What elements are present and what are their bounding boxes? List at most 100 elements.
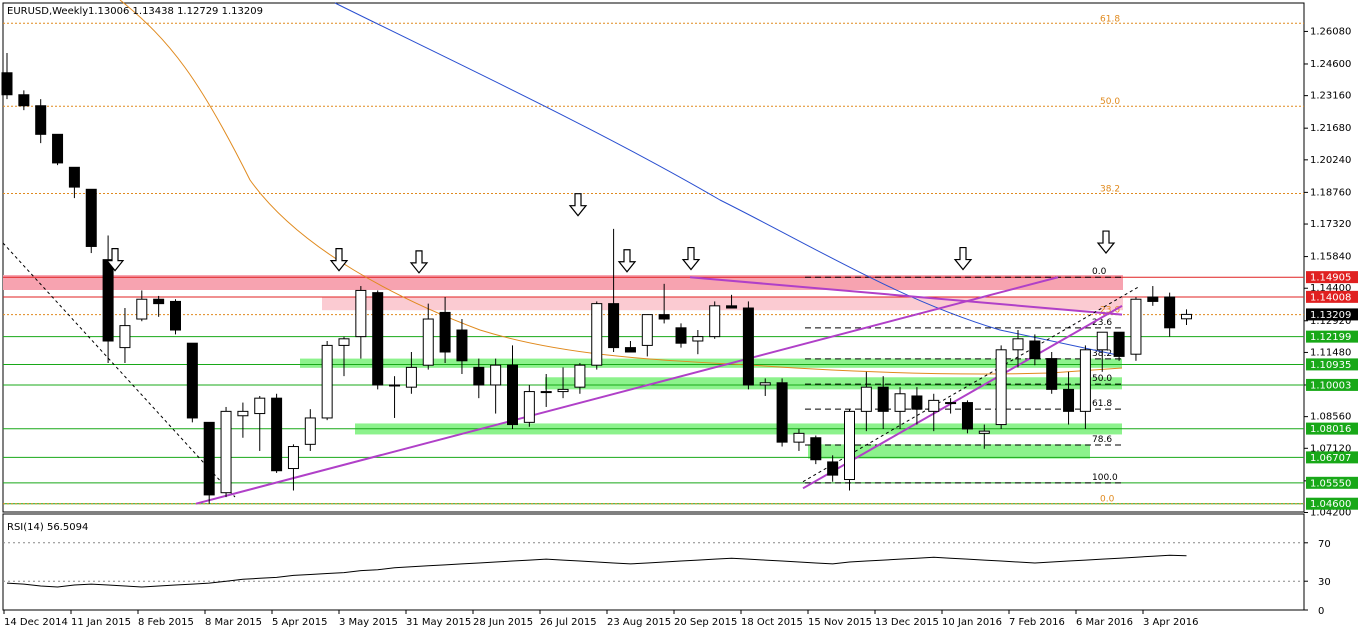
candle-bullish: [692, 336, 704, 342]
price-tick-label: 1.12920: [1310, 316, 1351, 327]
candle-bearish: [102, 259, 114, 342]
time-tick-label: 8 Feb 2015: [138, 617, 194, 628]
candle-bearish: [608, 303, 620, 349]
time-tick-label: 31 May 2015: [406, 617, 471, 628]
price-tag-label: 1.05550: [1310, 478, 1351, 489]
time-tick-label: 23 Aug 2015: [607, 617, 671, 628]
price-tag-label: 1.08016: [1310, 424, 1351, 435]
fibonacci-levels: 61.850.038.223.60.00.023.638.250.061.878…: [3, 14, 1304, 505]
price-tick-label: 1.23160: [1310, 91, 1351, 102]
candle-bullish: [641, 314, 653, 346]
candle-bullish: [220, 410, 232, 494]
fib-minor-label: 61.8: [1092, 399, 1112, 409]
chart-header-ohlc: 1.13006 1.13438 1.12729 1.13209: [88, 6, 263, 17]
candle-bearish: [877, 386, 889, 412]
down-arrow-icon: [105, 248, 125, 272]
price-tick-label: 1.11480: [1310, 347, 1351, 358]
time-tick-label: 18 Oct 2015: [741, 617, 803, 628]
price-tag: [1306, 476, 1358, 489]
fib-minor-label: 0.0: [1092, 267, 1107, 277]
candle-bullish: [321, 344, 333, 419]
price-tags: 1.14905 1.14008 1.13209 1.12199 1.10935 1.100…: [1306, 271, 1358, 510]
price-tick-label: 1.26080: [1310, 26, 1351, 37]
price-tag-label: 1.04600: [1310, 499, 1351, 510]
candle-bullish: [254, 397, 266, 415]
candle-bearish: [624, 347, 636, 353]
time-tick-label: 6 Mar 2016: [1076, 617, 1133, 628]
candle-bullish: [119, 325, 131, 349]
candle-bearish: [1046, 358, 1058, 390]
time-tick-label: 14 Dec 2014: [4, 617, 68, 628]
fib-minor-label: 100.0: [1092, 473, 1118, 483]
time-tick-label: 7 Feb 2016: [1009, 617, 1065, 628]
fib-minor-label: 23.6: [1092, 318, 1112, 328]
candle-bearish: [170, 300, 181, 331]
candle-bearish: [1147, 296, 1159, 302]
candle-bullish: [1079, 349, 1091, 412]
time-tick-label: 8 Mar 2015: [205, 617, 262, 628]
down-arrow-icon: [953, 246, 973, 271]
fib-major-label: 61.8: [1100, 14, 1120, 24]
rsi-tick-label: 0: [1318, 606, 1324, 617]
price-tag: [1306, 497, 1358, 510]
price-tag: [1306, 271, 1358, 284]
price-tick-label: 1.15840: [1310, 252, 1351, 263]
rsi-line: [6, 554, 1187, 588]
time-tick-label: 15 Nov 2015: [808, 617, 872, 628]
down-arrow-icon: [329, 248, 349, 272]
time-tick-label: 10 Jan 2016: [942, 617, 1002, 628]
down-arrow-icon: [1096, 230, 1116, 255]
time-tick-label: 3 Apr 2016: [1143, 617, 1198, 628]
price-tag-label: 1.06707: [1310, 453, 1351, 464]
candle-bearish: [153, 298, 165, 305]
time-tick-label: 13 Dec 2015: [875, 617, 939, 628]
price-tag: [1306, 308, 1358, 321]
candle-bullish: [1130, 298, 1142, 355]
resistance-zone: [3, 275, 1123, 290]
candle-bullish: [405, 366, 417, 388]
fib-minor-label: 78.6: [1092, 435, 1112, 445]
time-axis: 14 Dec 2014 11 Jan 2015 8 Feb 2015 8 Mar 20…: [3, 610, 1198, 628]
rsi-tick-label: 70: [1318, 539, 1331, 550]
candle-bearish: [85, 188, 97, 247]
candle-bullish: [237, 410, 249, 417]
candle-bullish: [894, 393, 906, 412]
candle-bullish: [978, 430, 990, 434]
down-arrow-icon: [617, 249, 637, 273]
candle-bullish: [709, 305, 721, 338]
candle-bullish: [338, 338, 350, 346]
trend-line-dotted-up: [802, 285, 1141, 483]
price-tick-label: 1.14400: [1310, 283, 1351, 294]
candle-bearish: [18, 94, 30, 107]
price-tick-label: 1.18760: [1310, 187, 1351, 198]
candle-bearish: [776, 382, 788, 443]
candle-bullish: [389, 384, 401, 387]
candle-bullish: [945, 402, 957, 405]
candle-bullish: [304, 417, 316, 445]
resistance-zone-lower: [322, 297, 1123, 311]
price-tick-label: 1.04200: [1310, 508, 1351, 519]
rsi-header-label: RSI(14) 56.5094: [7, 522, 88, 533]
price-tick-label: 1.07120: [1310, 443, 1351, 454]
swing-arrows: [105, 193, 1116, 274]
price-tag: [1306, 422, 1358, 435]
time-tick-label: 11 Jan 2015: [71, 617, 131, 628]
candle-bearish: [675, 327, 687, 344]
candle-bullish: [422, 318, 434, 366]
candle-bullish: [557, 388, 569, 393]
price-panel-frame: [2, 2, 1305, 513]
price-tick-label: 1.24600: [1310, 59, 1351, 70]
candle-bearish: [473, 366, 485, 386]
candle-bearish: [1164, 296, 1176, 329]
candle-bullish: [540, 391, 552, 394]
rsi-tick-label: 30: [1318, 577, 1331, 588]
candle-bearish: [203, 421, 215, 496]
chart-header-symbol: EURUSD,Weekly: [7, 6, 88, 17]
trend-line-channel: [802, 304, 1123, 490]
price-tag: [1306, 451, 1358, 464]
price-tag-label: 1.12199: [1310, 332, 1351, 343]
price-tag-label: 1.10003: [1310, 380, 1351, 391]
candle-bearish: [1063, 388, 1075, 412]
price-tag-label: 1.14905: [1310, 273, 1351, 284]
